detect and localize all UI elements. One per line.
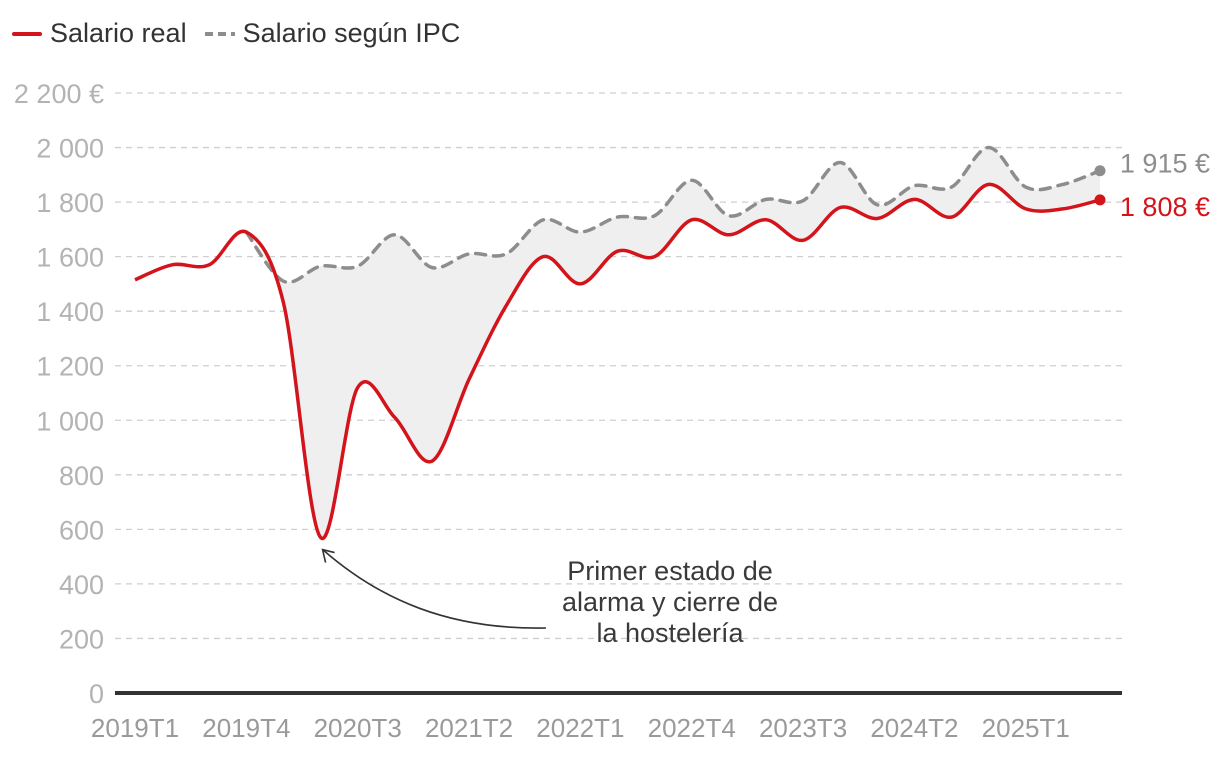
y-tick-label: 0 xyxy=(89,679,104,709)
y-tick-label: 2 000 xyxy=(36,134,104,164)
legend-item-ipc: Salario según IPC xyxy=(204,18,461,49)
x-tick-label: 2019T4 xyxy=(202,713,290,743)
x-tick-label: 2023T3 xyxy=(759,713,847,743)
end-point-ipc xyxy=(1094,165,1106,177)
series-line-real xyxy=(134,182,1101,540)
end-point-real xyxy=(1094,194,1106,206)
annotation-arrow xyxy=(322,548,547,629)
y-tick-label: 1 200 xyxy=(36,352,104,382)
y-tick-label: 1 000 xyxy=(36,406,104,436)
y-tick-label: 1 800 xyxy=(36,188,104,218)
x-tick-label: 2024T2 xyxy=(870,713,958,743)
y-tick-label: 1 400 xyxy=(36,297,104,327)
annotation-arrowhead xyxy=(321,548,335,563)
x-tick-label: 2025T1 xyxy=(982,713,1070,743)
annotation-text-line: alarma y cierre de xyxy=(562,587,778,617)
legend-swatch-ipc xyxy=(204,31,235,36)
x-tick-label: 2021T2 xyxy=(425,713,513,743)
legend-label-ipc: Salario según IPC xyxy=(242,18,461,48)
y-tick-label: 800 xyxy=(59,461,104,491)
gap-area xyxy=(246,147,1101,539)
y-tick-label: 600 xyxy=(59,515,104,545)
y-tick-label: 400 xyxy=(59,570,104,600)
end-label-real: 1 808 € xyxy=(1120,192,1210,222)
legend-swatch-real xyxy=(12,31,42,36)
y-tick-label: 200 xyxy=(59,624,104,654)
y-tick-label: 1 600 xyxy=(36,243,104,273)
x-tick-label: 2022T4 xyxy=(648,713,736,743)
annotation-text-line: Primer estado de xyxy=(567,556,773,586)
series-line-ipc xyxy=(244,145,1102,285)
legend-item-real: Salario real xyxy=(12,18,187,49)
annotation-text-line: la hostelería xyxy=(596,618,744,648)
legend: Salario real Salario según IPC xyxy=(12,18,460,49)
x-tick-label: 2022T1 xyxy=(536,713,624,743)
legend-label-real: Salario real xyxy=(50,18,187,48)
x-tick-label: 2019T1 xyxy=(91,713,179,743)
y-tick-label: 2 200 € xyxy=(14,79,104,109)
x-tick-label: 2020T3 xyxy=(314,713,402,743)
end-label-ipc: 1 915 € xyxy=(1120,149,1210,179)
